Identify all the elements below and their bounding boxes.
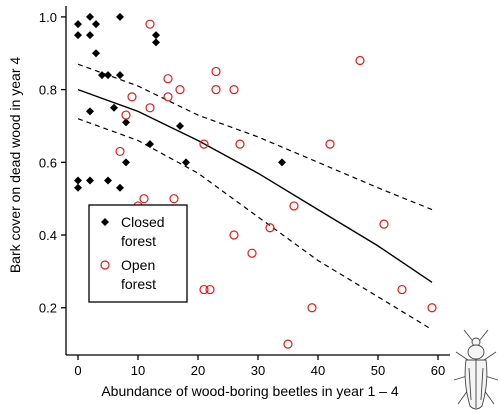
legend-label-open: forest [121,276,156,292]
data-point-open [175,85,185,95]
data-point-closed [104,176,112,185]
data-point-closed [182,158,190,167]
data-point-open [139,194,149,204]
data-point-closed [92,49,100,58]
data-point-open [199,284,209,295]
data-point-closed [74,183,82,192]
data-point-open [235,139,245,149]
data-point-open [145,19,155,29]
regression-line [77,88,433,283]
x-tick-label: 0 [74,363,81,378]
y-tick-label: 0.2 [39,301,57,316]
data-point-open [325,139,335,149]
data-point-open [145,103,155,113]
data-point-open [307,303,317,313]
data-point-closed [104,71,112,80]
y-tick-label: 0.8 [39,83,57,98]
x-tick-label: 50 [371,363,385,378]
data-point-closed [86,31,94,40]
data-point-open [115,146,125,157]
data-point-open [265,223,275,233]
data-point-closed [116,183,124,192]
x-tick-label: 60 [431,363,445,378]
data-point-closed [146,140,154,149]
axes: 0 10 20 30 40 50 60 0.2 0.4 0.6 0.8 1.0 [39,6,450,378]
data-point-open [379,219,389,229]
data-point-open [211,85,221,95]
data-point-open [163,92,173,102]
data-point-open [169,194,179,204]
legend-label-closed: Closed [121,214,165,230]
y-tick-label: 0.6 [39,155,57,170]
data-point-closed [152,38,160,47]
data-point-closed [110,103,118,112]
x-tick-label: 20 [191,363,205,378]
legend: Closed forest Open forest [88,204,188,303]
y-tick-label: 0.4 [39,228,57,243]
data-point-closed [86,176,94,185]
data-point-closed [74,176,82,185]
x-tick-label: 40 [311,363,325,378]
x-tick-label: 10 [131,363,145,378]
data-point-closed [92,20,100,29]
beetle-illustration [453,329,499,410]
y-axis-label: Bark cover on dead wood in year 4 [7,57,23,274]
data-point-open [229,85,239,95]
y-tick-label: 1.0 [39,10,57,25]
upper-confidence-line [77,63,433,211]
legend-label-open: Open [121,257,155,273]
data-point-open [247,248,257,258]
data-point-closed [152,31,160,40]
data-point-closed [74,20,82,29]
data-point-open [289,201,299,211]
legend-label-closed: forest [121,233,156,249]
data-point-closed [116,71,124,80]
data-point-closed [86,107,94,116]
data-point-open [355,55,365,66]
plot-area [74,12,437,349]
x-axis-label: Abundance of wood-boring beetles in year… [101,383,399,399]
data-point-closed [74,31,82,40]
data-point-open [127,92,137,102]
legend-marker-closed [101,218,109,226]
data-point-open [397,284,407,295]
data-point-closed [122,158,130,167]
data-point-open [427,303,437,313]
data-point-closed [116,12,124,21]
data-point-closed [122,118,130,127]
legend-marker-open [100,260,110,270]
data-point-closed [98,71,106,80]
lower-confidence-line [77,118,433,331]
data-point-closed [86,12,94,21]
data-point-open [163,74,173,84]
data-point-open [211,66,221,77]
data-point-open [229,230,239,240]
x-tick-label: 30 [251,363,265,378]
data-point-closed [278,158,286,167]
data-point-open [283,339,293,349]
data-point-open [199,139,209,149]
data-point-open [205,284,215,295]
data-point-open [121,110,131,120]
data-point-closed [176,121,184,130]
